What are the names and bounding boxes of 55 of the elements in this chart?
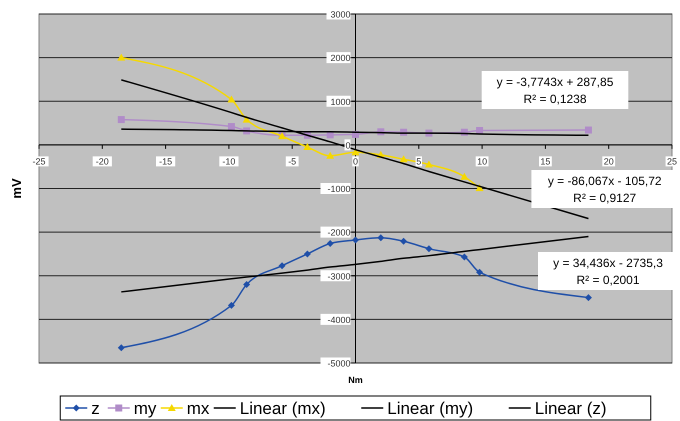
x-tick-label: 10 bbox=[477, 156, 488, 166]
y-tick-label: 1000 bbox=[330, 96, 350, 107]
point bbox=[460, 172, 468, 180]
y-tick-label: 0 bbox=[345, 140, 350, 150]
x-tick-label: -20 bbox=[96, 156, 109, 166]
x-tick-label: 0 bbox=[352, 156, 358, 166]
y-tick-label: 3000 bbox=[330, 10, 350, 20]
point bbox=[228, 123, 235, 130]
x-tick-label: 5 bbox=[416, 156, 422, 166]
point bbox=[326, 240, 334, 247]
x-tick-label: -25 bbox=[32, 156, 46, 166]
point bbox=[118, 116, 125, 124]
point bbox=[352, 236, 359, 244]
legend-label: Linear (mx) bbox=[240, 399, 326, 418]
point bbox=[278, 262, 286, 270]
point bbox=[243, 280, 250, 288]
x-axis-title: Nm bbox=[348, 375, 363, 385]
point bbox=[228, 302, 235, 309]
legend-label: my bbox=[134, 399, 157, 418]
legend-label: z bbox=[91, 399, 100, 418]
point bbox=[118, 344, 125, 352]
point bbox=[117, 54, 126, 61]
legend-label: mx bbox=[186, 399, 210, 418]
x-tick-label: -10 bbox=[222, 156, 236, 166]
legend-label: Linear (my) bbox=[387, 399, 474, 418]
y-axis-title: mV bbox=[9, 178, 24, 199]
point bbox=[424, 160, 433, 168]
legend-label: Linear (z) bbox=[534, 399, 607, 418]
y-tick-label: -1000 bbox=[327, 184, 350, 194]
x-tick-label: -15 bbox=[159, 156, 172, 166]
point bbox=[425, 245, 432, 252]
annotation: y = 34,436x - 2735,3 R² = 0,2001 bbox=[553, 256, 664, 287]
point bbox=[352, 148, 360, 156]
point bbox=[476, 268, 484, 276]
x-tick-label: 15 bbox=[540, 156, 550, 166]
point bbox=[400, 155, 408, 162]
point bbox=[304, 250, 311, 258]
point bbox=[326, 152, 334, 159]
point bbox=[377, 234, 384, 242]
point bbox=[227, 96, 236, 103]
x-tick-label: -5 bbox=[288, 156, 296, 166]
y-tick-label: -5000 bbox=[327, 358, 350, 368]
y-tick-label: -3000 bbox=[327, 271, 350, 282]
point bbox=[460, 253, 468, 260]
point bbox=[584, 126, 592, 134]
y-tick-label: -4000 bbox=[327, 314, 350, 325]
annotation: y = -86,067x - 105,72 R² = 0,9127 bbox=[548, 174, 662, 205]
point bbox=[584, 294, 592, 302]
point bbox=[303, 143, 312, 150]
annotation: y = -3,7743x + 287,85 R² = 0,1238 bbox=[496, 75, 614, 106]
x-tick-label: 20 bbox=[604, 156, 614, 166]
y-tick-label: -2000 bbox=[327, 228, 350, 238]
y-tick-label: 2000 bbox=[330, 53, 350, 64]
x-tick-label: 25 bbox=[666, 156, 678, 166]
point bbox=[400, 238, 408, 245]
